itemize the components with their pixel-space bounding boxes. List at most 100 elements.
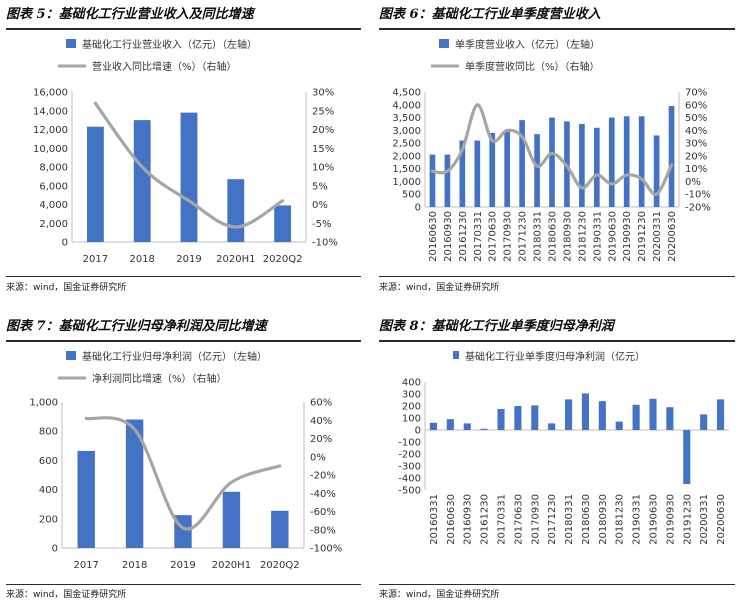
y-tick-label: -300 bbox=[398, 462, 421, 473]
bar bbox=[632, 404, 640, 430]
y-tick-label: 0 bbox=[415, 203, 421, 214]
y-tick-label: 16,000 bbox=[33, 88, 68, 99]
x-tick-label: 20180930 bbox=[562, 211, 573, 262]
x-tick-label: 20190630 bbox=[649, 494, 660, 545]
y-tick-label: 10,000 bbox=[33, 144, 68, 155]
bar bbox=[429, 422, 437, 430]
bar bbox=[598, 401, 606, 430]
y2-tick-label: 5% bbox=[312, 181, 328, 192]
x-tick-label: 20180930 bbox=[598, 494, 609, 545]
y2-tick-label: 25% bbox=[312, 106, 334, 117]
y-tick-label: 2,000 bbox=[392, 151, 421, 162]
legend-label: 基础化工行业单季度归母净利润（亿元） bbox=[465, 350, 645, 363]
bar bbox=[271, 510, 289, 548]
y2-tick-label: -80% bbox=[310, 525, 336, 536]
y2-tick-label: 50% bbox=[685, 113, 707, 124]
x-tick-label: 2017 bbox=[73, 560, 98, 571]
x-tick-label: 2020Q2 bbox=[263, 254, 303, 265]
chart-title: 图表 6：基础化工行业单季度营业收入 bbox=[379, 7, 601, 22]
y-tick-label: 3,500 bbox=[392, 113, 421, 124]
title-rule bbox=[6, 340, 361, 342]
x-tick-label: 20200331 bbox=[699, 494, 710, 545]
x-tick-label: 20170331 bbox=[473, 211, 484, 262]
x-tick-label: 2019 bbox=[170, 560, 195, 571]
y2-tick-label: -20% bbox=[310, 471, 336, 482]
x-tick-label: 20191230 bbox=[637, 211, 648, 262]
legend-swatch-bar bbox=[66, 351, 76, 360]
y2-tick-label: 30% bbox=[312, 88, 334, 99]
source-rule bbox=[379, 584, 735, 585]
y2-tick-label: 70% bbox=[685, 88, 707, 99]
y-tick-label: 14,000 bbox=[33, 106, 68, 117]
chart-7-svg: 基础化工行业归母净利润（亿元）（左轴） 净利润同比增速（%）（右轴） 0 200 400… bbox=[29, 350, 342, 571]
x-tick-label: 20170930 bbox=[530, 494, 541, 545]
bar bbox=[497, 409, 505, 430]
bar bbox=[86, 126, 104, 242]
source-rule bbox=[379, 276, 735, 277]
bar bbox=[519, 120, 525, 207]
x-tick-label: 20181230 bbox=[615, 494, 626, 545]
y-tick-label: 0 bbox=[415, 426, 421, 437]
y2-tick-label: 0% bbox=[312, 200, 328, 211]
x-tick-label: 20190630 bbox=[607, 211, 618, 262]
y-tick-label: 600 bbox=[39, 456, 58, 467]
bar bbox=[77, 450, 95, 548]
x-tick-label: 2020H1 bbox=[216, 254, 255, 265]
source-rule bbox=[6, 584, 361, 585]
source-note: 来源：wind，国金证券研究所 bbox=[6, 283, 127, 293]
y-tick-label: 800 bbox=[39, 427, 58, 438]
bar bbox=[549, 117, 555, 207]
x-tick-label: 20180331 bbox=[564, 494, 575, 545]
x-tick-label: 20171230 bbox=[518, 211, 529, 262]
legend-label: 基础化工行业归母净利润（亿元）（左轴） bbox=[82, 350, 267, 363]
y2-tick-label: 40% bbox=[685, 126, 707, 137]
bar bbox=[700, 414, 708, 430]
bar bbox=[531, 405, 539, 430]
chart-title: 图表 8：基础化工行业单季度归母净利润 bbox=[379, 319, 614, 334]
chart-6-svg: 单季度营业收入（亿元）（左轴） 单季度营收同比（%）（右轴） 0 500 1,000 1,… bbox=[392, 38, 711, 262]
bar bbox=[463, 423, 471, 430]
y-tick-label: -400 bbox=[398, 474, 421, 485]
y-tick-label: 1,000 bbox=[392, 177, 421, 188]
x-tick-label: 2020H1 bbox=[212, 560, 251, 571]
legend-swatch-bar bbox=[66, 39, 76, 48]
panel-chart-6: 图表 6：基础化工行业单季度营业收入 单季度营业收入（亿元）（左轴） 单季度营收同… bbox=[379, 4, 735, 294]
bar bbox=[683, 430, 691, 484]
bar bbox=[534, 134, 540, 207]
x-tick-label: 20160331 bbox=[429, 494, 440, 545]
y2-tick-label: 20% bbox=[310, 434, 332, 445]
bar bbox=[717, 399, 725, 430]
x-tick-label: 20181230 bbox=[577, 211, 588, 262]
bar bbox=[446, 419, 454, 430]
bar bbox=[638, 116, 645, 207]
y-tick-label: 200 bbox=[402, 402, 421, 413]
y-tick-label: 12,000 bbox=[33, 125, 68, 136]
x-tick-label: 20200630 bbox=[667, 211, 678, 262]
x-tick-label: 20180630 bbox=[548, 211, 559, 262]
bar bbox=[668, 106, 675, 207]
y-tick-label: 500 bbox=[402, 190, 421, 201]
bar bbox=[579, 123, 585, 207]
y-tick-label: -500 bbox=[398, 486, 421, 497]
chart-8-svg: 基础化工行业单季度归母净利润（亿元） -500-400-300-200-10001… bbox=[398, 350, 729, 545]
x-tick-label: 20170630 bbox=[488, 211, 499, 262]
y2-tick-label: -10% bbox=[685, 190, 711, 201]
bar bbox=[623, 116, 630, 207]
bar bbox=[222, 491, 241, 548]
source-note: 来源：wind，国金证券研究所 bbox=[6, 590, 127, 600]
panel-chart-8: 图表 8：基础化工行业单季度归母净利润 基础化工行业单季度归母净利润（亿元） -5… bbox=[379, 316, 735, 604]
x-tick-label: 20180630 bbox=[581, 494, 592, 545]
bar bbox=[489, 132, 496, 207]
y-tick-label: 6,000 bbox=[39, 181, 68, 192]
y2-tick-label: -20% bbox=[685, 203, 711, 214]
x-tick-label: 2018 bbox=[122, 560, 147, 571]
series-line bbox=[430, 103, 674, 196]
x-tick-label: 20200331 bbox=[652, 211, 663, 262]
legend-label: 营业收入同比增速（%）（右轴） bbox=[92, 60, 237, 73]
bar bbox=[565, 399, 573, 430]
y-tick-label: 200 bbox=[39, 514, 58, 525]
bar bbox=[444, 154, 451, 207]
series-line bbox=[84, 416, 282, 531]
y-tick-label: 0 bbox=[62, 238, 68, 249]
series-line bbox=[93, 101, 285, 229]
